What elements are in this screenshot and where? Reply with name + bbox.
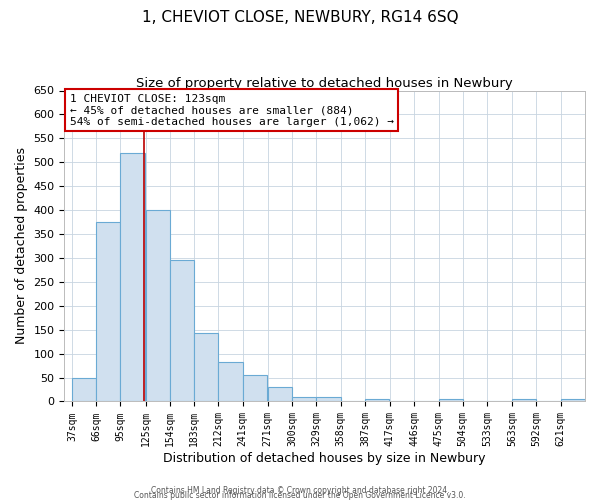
Bar (292, 396, 316, 402)
Bar (561, 399, 585, 402)
Text: Contains public sector information licensed under the Open Government Licence v3: Contains public sector information licen… (134, 490, 466, 500)
Bar (72, 378, 96, 402)
Bar (365, 399, 389, 402)
Text: 1 CHEVIOT CLOSE: 123sqm
← 45% of detached houses are smaller (884)
54% of semi-d: 1 CHEVIOT CLOSE: 123sqm ← 45% of detache… (70, 94, 394, 127)
Bar (316, 396, 341, 402)
Bar (268, 387, 292, 402)
Title: Size of property relative to detached houses in Newbury: Size of property relative to detached ho… (136, 78, 513, 90)
Bar (96, 222, 121, 402)
Bar (194, 333, 218, 402)
Y-axis label: Number of detached properties: Number of detached properties (15, 148, 28, 344)
X-axis label: Distribution of detached houses by size in Newbury: Distribution of detached houses by size … (163, 452, 486, 465)
Bar (218, 362, 242, 402)
Bar (146, 210, 170, 402)
Bar (439, 399, 463, 402)
Bar (512, 399, 536, 402)
Bar (170, 260, 194, 402)
Bar (121, 152, 145, 402)
Text: Contains HM Land Registry data © Crown copyright and database right 2024.: Contains HM Land Registry data © Crown c… (151, 486, 449, 495)
Text: 1, CHEVIOT CLOSE, NEWBURY, RG14 6SQ: 1, CHEVIOT CLOSE, NEWBURY, RG14 6SQ (142, 10, 458, 25)
Bar (242, 375, 267, 402)
